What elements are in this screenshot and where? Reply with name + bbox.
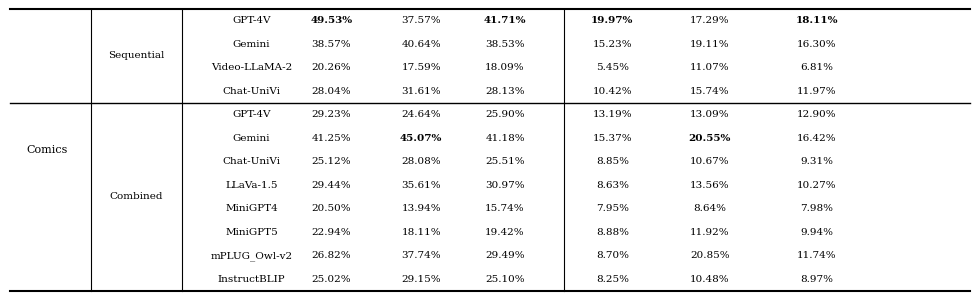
Text: 13.09%: 13.09% [690,110,729,119]
Text: Combined: Combined [110,193,163,202]
Text: 15.37%: 15.37% [593,134,632,143]
Text: 12.90%: 12.90% [798,110,837,119]
Text: 26.82%: 26.82% [312,251,351,260]
Text: 7.98%: 7.98% [800,204,834,213]
Text: 35.61%: 35.61% [402,181,441,190]
Text: 25.10%: 25.10% [486,275,525,284]
Text: 28.08%: 28.08% [402,157,441,166]
Text: 29.49%: 29.49% [486,251,525,260]
Text: 11.92%: 11.92% [690,228,729,237]
Text: 29.15%: 29.15% [402,275,441,284]
Text: 49.53%: 49.53% [310,16,353,25]
Text: 11.74%: 11.74% [798,251,837,260]
Text: 5.45%: 5.45% [596,63,629,72]
Text: Chat-UniVi: Chat-UniVi [222,157,281,166]
Text: 18.11%: 18.11% [402,228,441,237]
Text: 8.85%: 8.85% [596,157,629,166]
Text: 15.74%: 15.74% [486,204,525,213]
Text: 45.07%: 45.07% [400,134,443,143]
Text: 20.50%: 20.50% [312,204,351,213]
Text: GPT-4V: GPT-4V [232,110,271,119]
Text: 30.97%: 30.97% [486,181,525,190]
Text: 28.13%: 28.13% [486,87,525,96]
Text: 38.53%: 38.53% [486,40,525,49]
Text: 19.11%: 19.11% [690,40,729,49]
Text: 31.61%: 31.61% [402,87,441,96]
Text: 6.81%: 6.81% [800,63,834,72]
Text: 25.90%: 25.90% [486,110,525,119]
Text: 18.11%: 18.11% [796,16,838,25]
Text: 10.48%: 10.48% [690,275,729,284]
Text: 41.71%: 41.71% [484,16,527,25]
Text: Gemini: Gemini [233,134,270,143]
Text: 20.85%: 20.85% [690,251,729,260]
Text: LLaVa-1.5: LLaVa-1.5 [225,181,278,190]
Text: 20.26%: 20.26% [312,63,351,72]
Text: 13.19%: 13.19% [593,110,632,119]
Text: 9.31%: 9.31% [800,157,834,166]
Text: 25.12%: 25.12% [312,157,351,166]
Text: 11.07%: 11.07% [690,63,729,72]
Text: 17.29%: 17.29% [690,16,729,25]
Text: 8.25%: 8.25% [596,275,629,284]
Text: 20.55%: 20.55% [688,134,731,143]
Text: 8.88%: 8.88% [596,228,629,237]
Text: Chat-UniVi: Chat-UniVi [222,87,281,96]
Text: 37.74%: 37.74% [402,251,441,260]
Text: 13.56%: 13.56% [690,181,729,190]
Text: 8.64%: 8.64% [693,204,726,213]
Text: 24.64%: 24.64% [402,110,441,119]
Text: Video-LLaMA-2: Video-LLaMA-2 [211,63,292,72]
Text: Sequential: Sequential [108,52,165,61]
Text: 17.59%: 17.59% [402,63,441,72]
Text: Comics: Comics [26,145,67,155]
Text: Gemini: Gemini [233,40,270,49]
Text: InstructBLIP: InstructBLIP [217,275,286,284]
Text: 40.64%: 40.64% [402,40,441,49]
Text: 8.97%: 8.97% [800,275,834,284]
Text: 29.44%: 29.44% [312,181,351,190]
Text: 28.04%: 28.04% [312,87,351,96]
Text: 11.97%: 11.97% [798,87,837,96]
Text: 15.23%: 15.23% [593,40,632,49]
Text: 7.95%: 7.95% [596,204,629,213]
Text: 15.74%: 15.74% [690,87,729,96]
Text: 16.42%: 16.42% [798,134,837,143]
Text: 37.57%: 37.57% [402,16,441,25]
Text: 16.30%: 16.30% [798,40,837,49]
Text: 8.63%: 8.63% [596,181,629,190]
Text: 13.94%: 13.94% [402,204,441,213]
Text: GPT-4V: GPT-4V [232,16,271,25]
Text: 41.18%: 41.18% [486,134,525,143]
Text: mPLUG_Owl-v2: mPLUG_Owl-v2 [211,251,292,261]
Text: MiniGPT5: MiniGPT5 [225,228,278,237]
Text: 8.70%: 8.70% [596,251,629,260]
Text: 10.67%: 10.67% [690,157,729,166]
Text: 38.57%: 38.57% [312,40,351,49]
Text: 10.27%: 10.27% [798,181,837,190]
Text: 22.94%: 22.94% [312,228,351,237]
Text: MiniGPT4: MiniGPT4 [225,204,278,213]
Text: 18.09%: 18.09% [486,63,525,72]
Text: 10.42%: 10.42% [593,87,632,96]
Text: 19.97%: 19.97% [591,16,634,25]
Text: 25.51%: 25.51% [486,157,525,166]
Text: 29.23%: 29.23% [312,110,351,119]
Text: 19.42%: 19.42% [486,228,525,237]
Text: 25.02%: 25.02% [312,275,351,284]
Text: 9.94%: 9.94% [800,228,834,237]
Text: 41.25%: 41.25% [312,134,351,143]
